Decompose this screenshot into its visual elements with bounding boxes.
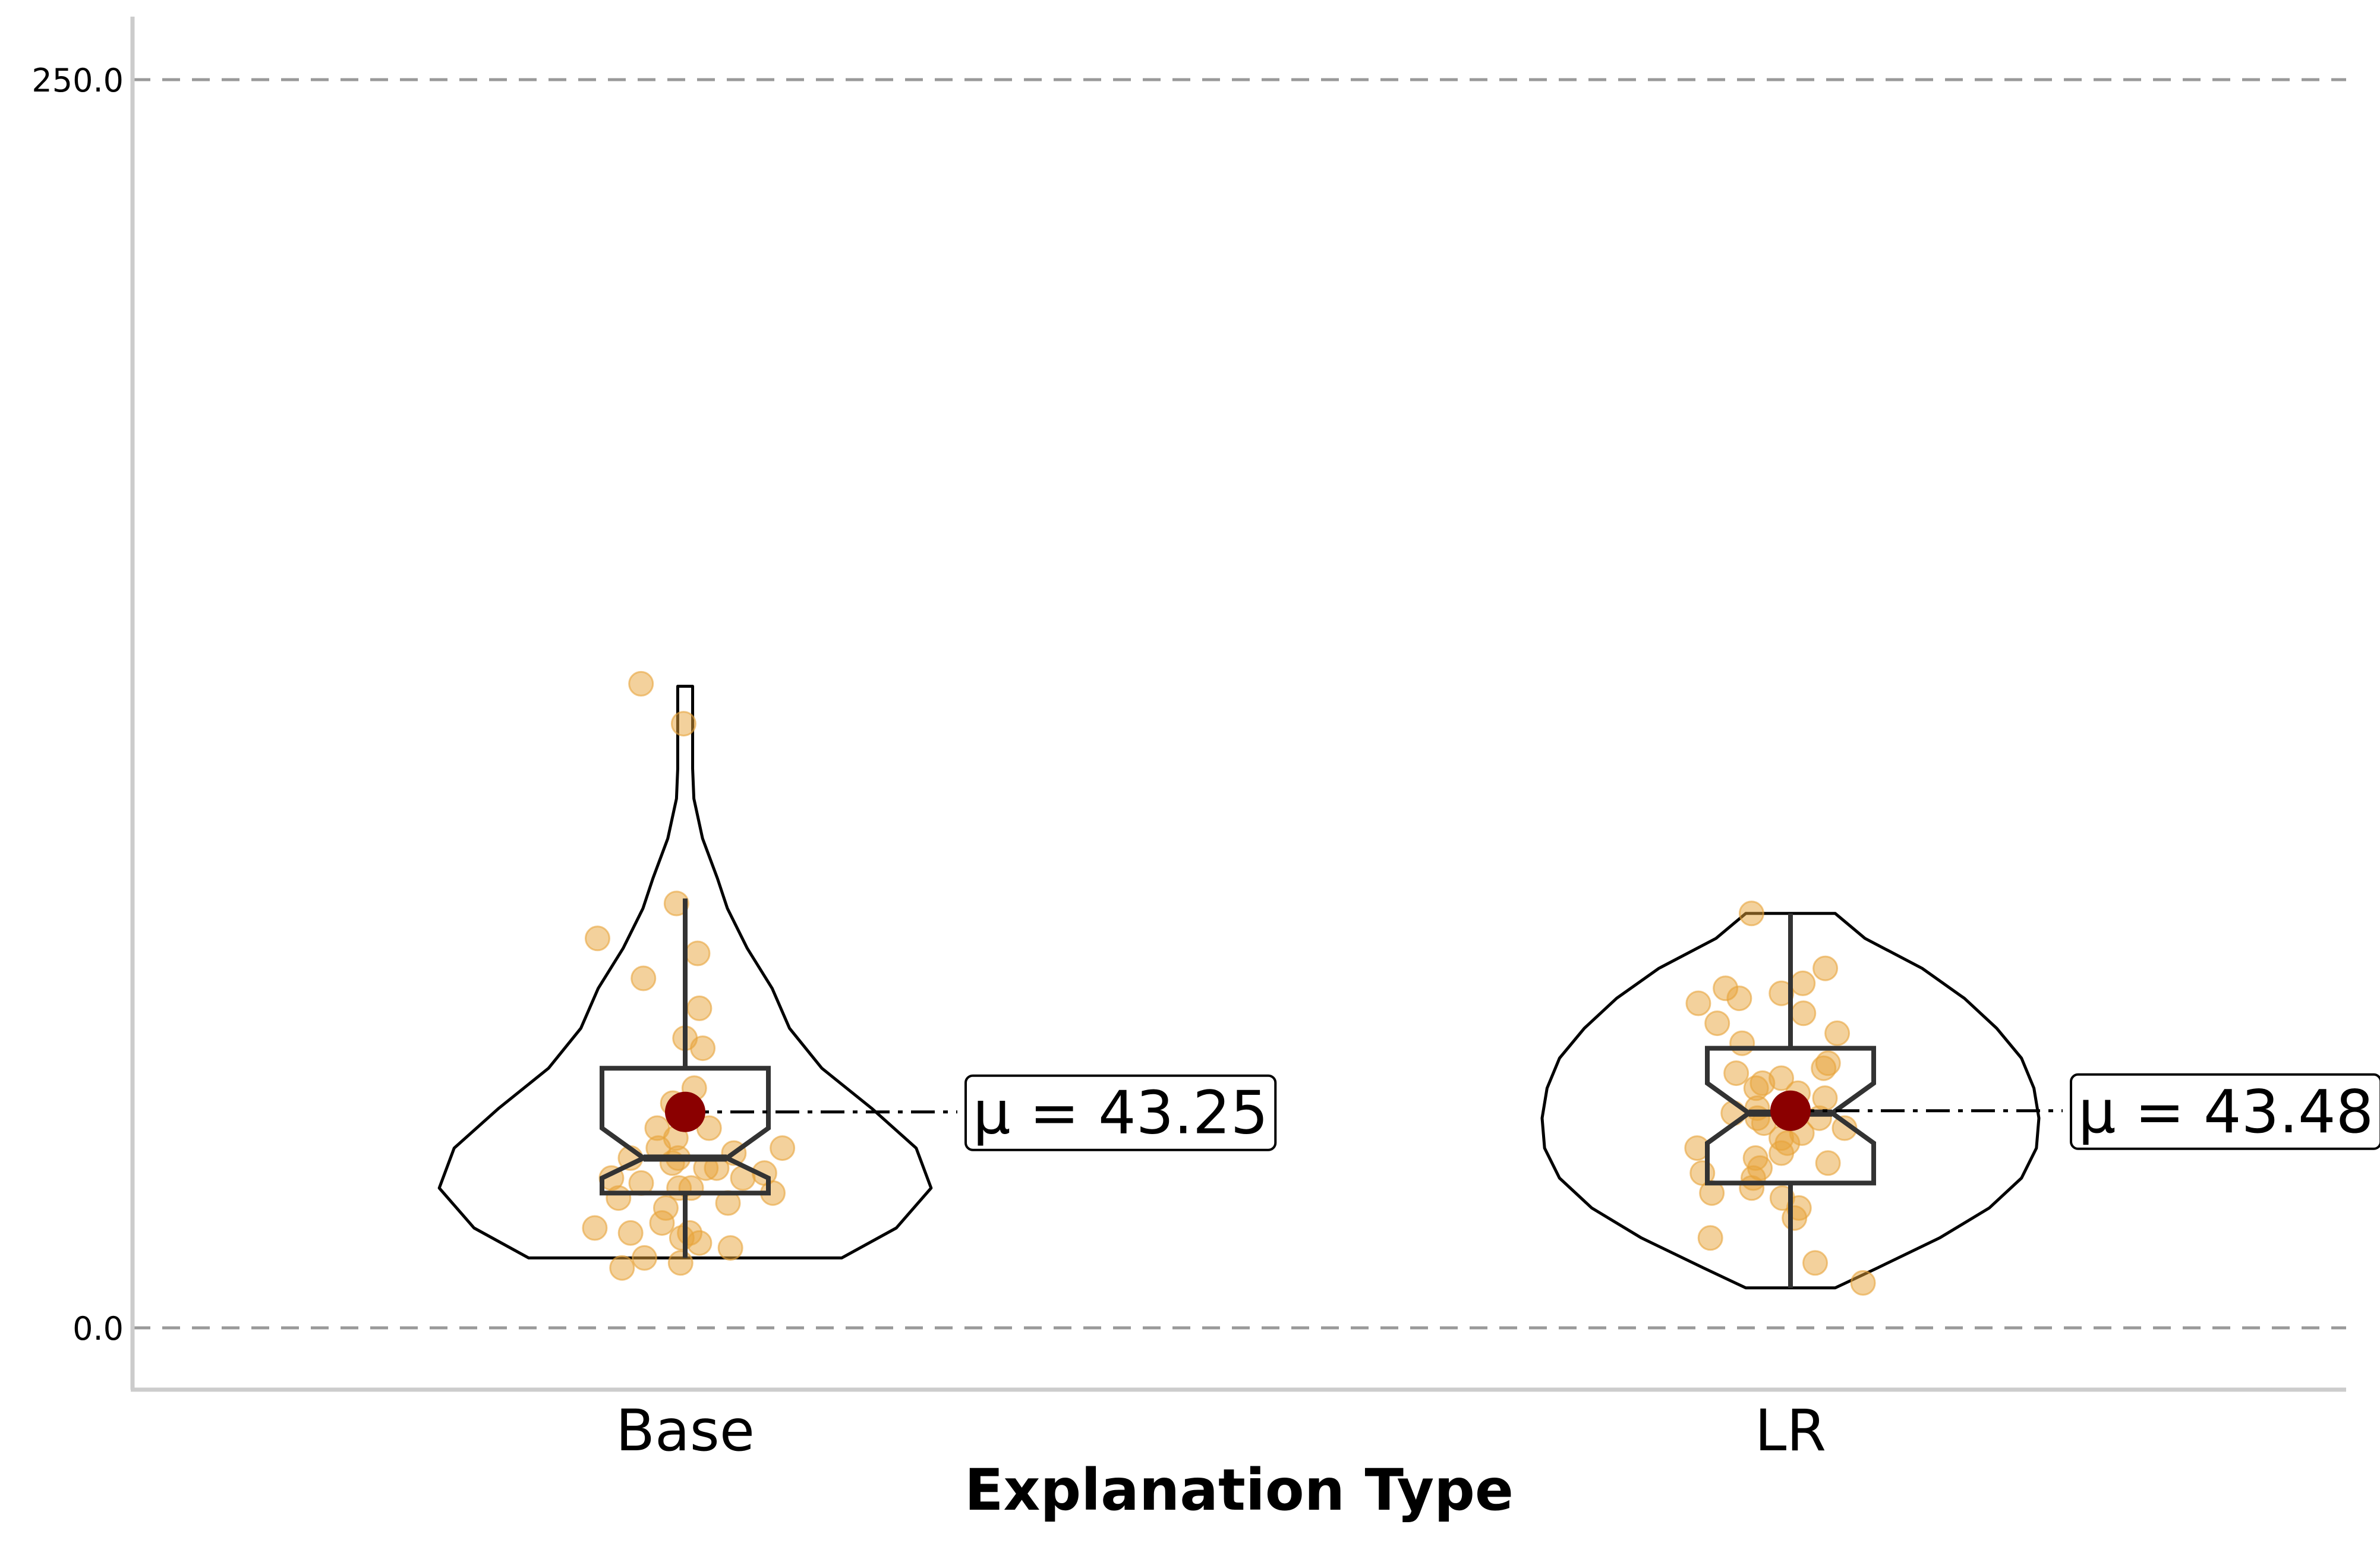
mean-label: μ = 43.25 [973, 1078, 1268, 1148]
y-tick-labels: 0.0 250.0 [31, 62, 124, 1347]
data-point [691, 1037, 715, 1060]
data-point [672, 712, 695, 736]
data-point [678, 1221, 702, 1245]
data-point [1698, 1226, 1722, 1250]
data-point [632, 966, 655, 990]
data-point [1826, 1021, 1849, 1045]
data-point [1725, 1062, 1748, 1085]
data-point [610, 1256, 634, 1280]
mean-marker [1770, 1091, 1811, 1131]
data-point [718, 1236, 742, 1260]
data-point [585, 927, 609, 950]
violin-groups: μ = 43.25 μ = 43.48 [439, 672, 2380, 1295]
y-tick-label-0: 0.0 [72, 1310, 124, 1347]
data-point [1687, 991, 1710, 1015]
data-point [1740, 1176, 1764, 1200]
data-point [669, 1251, 692, 1275]
data-point [607, 1186, 631, 1210]
data-point [629, 672, 653, 695]
data-point [583, 1216, 607, 1240]
data-point [1770, 1141, 1793, 1165]
group-base: μ = 43.25 [439, 672, 1275, 1280]
data-points [583, 672, 795, 1280]
data-point [1714, 977, 1738, 1000]
data-point [1851, 1271, 1875, 1295]
data-point [1816, 1151, 1840, 1175]
data-point [1770, 1066, 1793, 1090]
x-tick-label-base: Base [616, 1397, 755, 1464]
group-lr: μ = 43.48 [1542, 902, 2380, 1295]
x-axis-title: Explanation Type [964, 1457, 1514, 1523]
data-point [1730, 1031, 1754, 1055]
data-point [650, 1211, 674, 1235]
data-point [1739, 902, 1763, 925]
data-point [1792, 1002, 1815, 1025]
data-point [1814, 956, 1837, 980]
data-point [619, 1221, 642, 1245]
data-point [771, 1136, 795, 1160]
y-tick-label-1: 250.0 [31, 62, 124, 99]
data-point [1791, 971, 1815, 995]
data-point [688, 996, 711, 1020]
mean-label: μ = 43.48 [2078, 1077, 2373, 1147]
data-point [686, 941, 710, 965]
data-point [1706, 1012, 1729, 1035]
data-point [1783, 1206, 1807, 1230]
mean-marker [665, 1092, 705, 1132]
data-point [1812, 1056, 1836, 1080]
x-tick-label-lr: LR [1755, 1397, 1826, 1464]
data-point [632, 1246, 656, 1270]
x-tick-labels: Base LR [616, 1397, 1826, 1464]
data-point [1804, 1251, 1827, 1275]
